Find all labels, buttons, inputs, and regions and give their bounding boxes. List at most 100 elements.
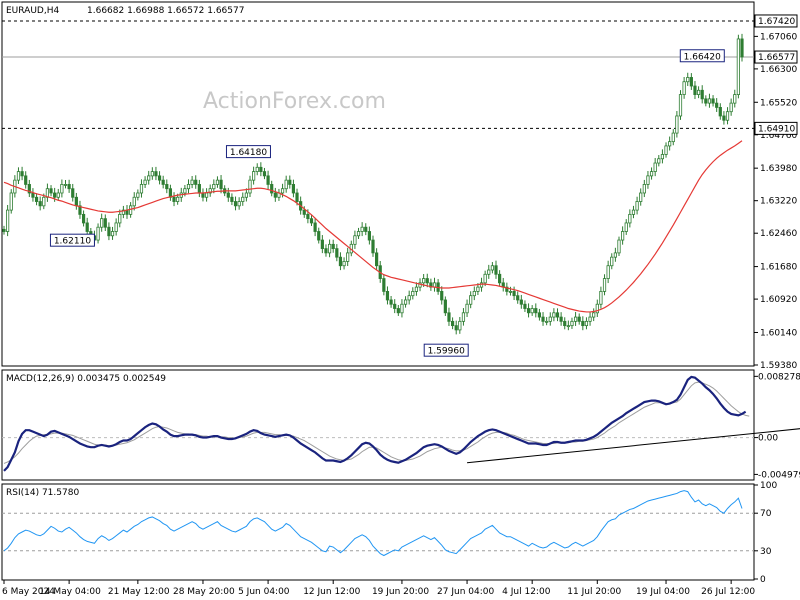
- candle-body: [602, 278, 607, 292]
- candle-body: [367, 231, 371, 241]
- candle: [161, 175, 165, 189]
- candle-body: [280, 188, 285, 194]
- candle-body: [498, 273, 502, 284]
- candle: [610, 253, 614, 270]
- candle-body: [190, 179, 194, 185]
- candle: [237, 197, 241, 210]
- price-level-tag-box: [754, 14, 798, 28]
- rsi-axis-label: 100: [760, 481, 777, 491]
- rsi-title: RSI(14) 71.5780: [6, 488, 79, 498]
- candle-body: [212, 184, 216, 190]
- candle-body: [465, 303, 469, 314]
- candle: [483, 270, 487, 287]
- candle-body: [259, 166, 263, 172]
- candle-body: [635, 201, 639, 211]
- candle-body: [42, 196, 46, 207]
- candle: [364, 223, 368, 236]
- candle-body: [342, 261, 346, 267]
- macd-trendline: [467, 428, 800, 464]
- candle-body: [733, 94, 737, 104]
- candle-body: [375, 252, 379, 267]
- candle-body: [599, 291, 603, 305]
- candle: [450, 317, 455, 330]
- candle: [490, 262, 494, 274]
- candle-body: [541, 316, 545, 322]
- candle-body: [241, 196, 245, 202]
- candle: [465, 299, 469, 318]
- candle-body: [147, 175, 151, 181]
- price-axis-label: 1.60920: [760, 295, 797, 305]
- candle: [9, 189, 13, 214]
- macd-pane-frame: [1, 369, 755, 481]
- candle: [686, 72, 690, 86]
- candle: [110, 226, 115, 240]
- candle-body: [573, 316, 578, 322]
- candle-body: [407, 295, 411, 301]
- candle: [649, 167, 654, 180]
- price-annotation-box: [225, 145, 271, 159]
- rsi-axis-label: 30: [760, 547, 772, 557]
- time-axis-label: 6 May 2024: [2, 587, 55, 597]
- candle: [722, 111, 726, 125]
- candle-body: [382, 278, 386, 292]
- candle: [617, 236, 621, 257]
- candle: [190, 176, 194, 189]
- candle: [382, 274, 386, 296]
- candle: [367, 226, 371, 245]
- candle: [729, 98, 733, 116]
- candle-body: [631, 209, 636, 215]
- moving-average-line: [3, 140, 743, 313]
- price-annotation: 1.59960: [423, 343, 469, 357]
- candle-body: [96, 226, 100, 241]
- rsi-layer: [2, 490, 754, 557]
- candle: [324, 244, 328, 257]
- candle-body: [24, 175, 28, 185]
- candle: [270, 180, 274, 197]
- candle-body: [67, 184, 71, 190]
- candle-body: [414, 286, 419, 292]
- candle: [715, 98, 719, 112]
- candle-body: [577, 316, 581, 322]
- price-axis-label: 1.63220: [760, 197, 797, 207]
- candle: [157, 171, 162, 185]
- candle: [121, 205, 125, 219]
- price-level-tag-label: 1.67420: [758, 17, 795, 27]
- candle-body: [270, 184, 274, 194]
- candle: [24, 171, 28, 189]
- price-pane-frame: [1, 1, 755, 367]
- candle-body: [624, 222, 628, 232]
- candle-body: [81, 213, 86, 224]
- candle: [523, 300, 527, 312]
- candle-body: [584, 320, 589, 327]
- candle-body: [121, 209, 125, 215]
- macd-layer: [2, 375, 800, 472]
- candle-body: [649, 171, 654, 177]
- candle: [78, 200, 82, 219]
- candle: [704, 95, 708, 107]
- candle-body: [425, 278, 429, 284]
- price-level-tag-box: [754, 121, 798, 135]
- candle: [38, 196, 42, 211]
- candle: [27, 179, 31, 198]
- candle: [555, 308, 560, 322]
- candle: [718, 103, 722, 120]
- candle: [559, 312, 563, 326]
- candle-body: [548, 316, 552, 322]
- price-annotation-box: [423, 343, 469, 357]
- candle: [248, 175, 252, 197]
- candle-body: [711, 98, 715, 104]
- candle-body: [136, 192, 140, 198]
- candle-body: [461, 312, 466, 322]
- candle: [675, 111, 679, 138]
- candle: [592, 308, 596, 322]
- candle-body: [157, 175, 162, 181]
- candle-body: [306, 213, 310, 220]
- candle-body: [494, 265, 498, 275]
- price-ohlc-values: 1.66682 1.66988 1.66572 1.66577: [87, 6, 244, 16]
- candle-body: [371, 239, 375, 254]
- price-level-tag-label: 1.64910: [758, 124, 795, 134]
- candle-body: [230, 196, 234, 202]
- candle-body: [60, 184, 64, 194]
- candle-body: [331, 243, 335, 250]
